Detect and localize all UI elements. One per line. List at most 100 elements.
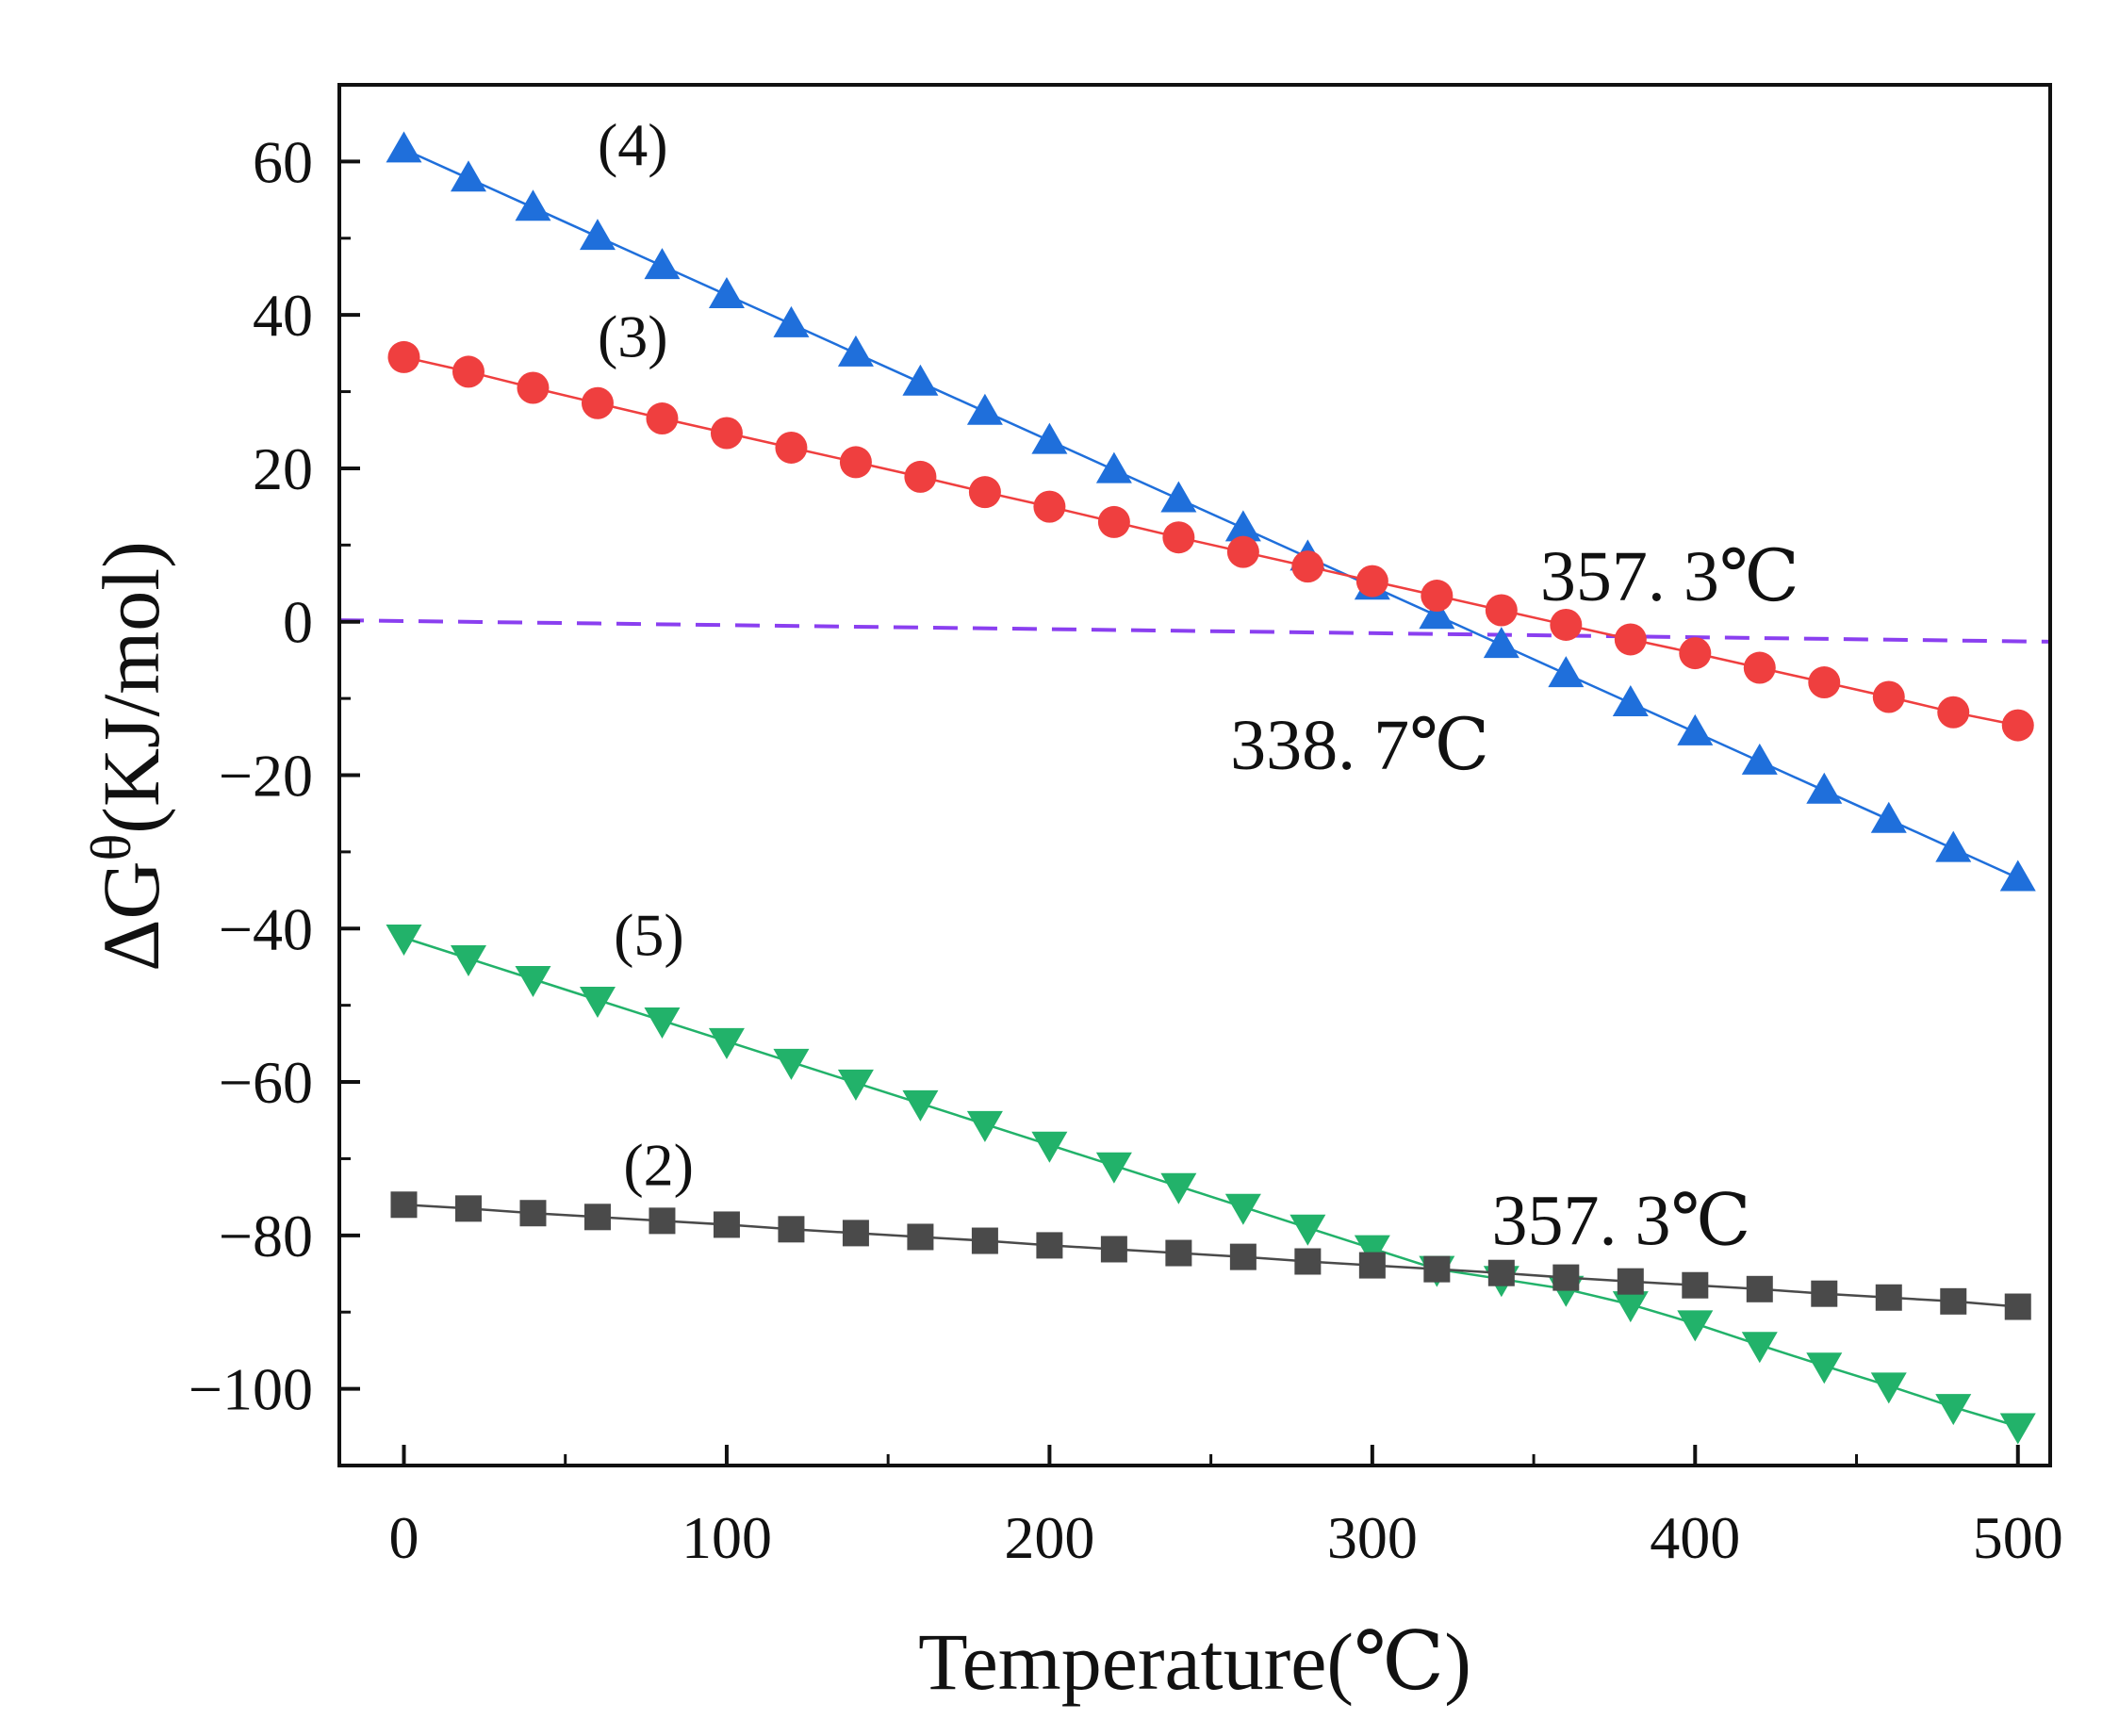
data-point xyxy=(708,277,745,309)
data-point xyxy=(1031,1131,1068,1163)
x-tick-label: 400 xyxy=(1650,1504,1740,1571)
data-point xyxy=(966,393,1003,425)
x-tick-label: 200 xyxy=(1004,1504,1094,1571)
data-point xyxy=(1358,1252,1386,1279)
data-point xyxy=(1552,1264,1580,1291)
data-point xyxy=(517,371,550,404)
data-point xyxy=(644,248,681,280)
data-point xyxy=(1677,713,1714,745)
data-point xyxy=(1999,860,2036,892)
data-point xyxy=(579,219,616,251)
data-point xyxy=(1935,1394,1972,1426)
data-point xyxy=(710,417,743,450)
data-point xyxy=(775,431,808,464)
data-point xyxy=(1483,627,1519,659)
temperature-annotation: 357. 3℃ xyxy=(1540,537,1799,616)
data-point xyxy=(1612,684,1649,716)
series-2 xyxy=(387,340,2034,742)
data-point xyxy=(1160,1172,1197,1204)
data-point xyxy=(1036,1232,1063,1259)
svg-text:ΔGθ(KJ/mol): ΔGθ(KJ/mol) xyxy=(80,541,176,972)
data-point xyxy=(1548,656,1585,688)
data-point xyxy=(1614,623,1647,656)
annotations: 357. 3℃ 338. 7℃ 357. 3℃ xyxy=(1230,537,1799,1261)
data-point xyxy=(2004,1293,2031,1320)
series-4 xyxy=(390,1191,2031,1320)
data-point xyxy=(454,1195,482,1222)
data-point xyxy=(579,986,616,1018)
x-tick-label: 0 xyxy=(388,1504,419,1571)
y-tick-label: 40 xyxy=(253,282,313,349)
data-point xyxy=(778,1216,805,1243)
data-point xyxy=(1224,510,1261,542)
data-point xyxy=(1937,696,1970,729)
x-tick-label: 300 xyxy=(1327,1504,1418,1571)
data-point xyxy=(519,1200,547,1227)
data-point xyxy=(1162,521,1195,554)
data-point xyxy=(1679,637,1712,670)
data-point xyxy=(583,1204,611,1231)
y-tick-label: −20 xyxy=(219,743,313,810)
data-point xyxy=(1741,743,1778,775)
data-point xyxy=(1612,1291,1649,1323)
data-point xyxy=(450,945,486,977)
data-point xyxy=(1743,651,1776,684)
y-tick-label: −60 xyxy=(219,1049,313,1116)
data-point xyxy=(713,1211,740,1238)
data-point xyxy=(1808,666,1841,699)
data-point xyxy=(839,446,872,479)
data-point xyxy=(1617,1268,1644,1295)
data-point xyxy=(1421,580,1454,613)
data-point xyxy=(837,335,874,367)
data-point xyxy=(907,1223,934,1251)
data-point xyxy=(649,1207,676,1235)
data-point xyxy=(1095,1152,1132,1184)
data-point xyxy=(387,340,420,373)
y-tick-label: −40 xyxy=(219,895,313,962)
data-point xyxy=(1870,1372,1907,1404)
data-point xyxy=(708,1027,745,1059)
data-point xyxy=(1806,1352,1843,1384)
data-point xyxy=(966,1110,1003,1142)
y-axis-title: ΔGθ(KJ/mol) xyxy=(80,541,176,972)
data-point xyxy=(452,355,485,388)
series-labels: (4) (3) (5) (2) xyxy=(598,111,694,1198)
series-label: (2) xyxy=(623,1132,694,1199)
x-axis-title: Temperature(℃) xyxy=(918,1616,1471,1707)
y-tick-label: 20 xyxy=(253,435,313,502)
data-point xyxy=(904,460,937,493)
data-point xyxy=(1031,422,1068,454)
temperature-annotation: 357. 3℃ xyxy=(1492,1182,1751,1261)
data-point xyxy=(1224,1193,1261,1225)
data-point xyxy=(1746,1275,1773,1302)
data-point xyxy=(1033,490,1066,523)
data-point xyxy=(1165,1239,1192,1267)
data-point xyxy=(1291,550,1324,583)
data-point xyxy=(1294,1248,1322,1275)
data-point xyxy=(1999,1413,2036,1445)
data-point xyxy=(1677,1310,1714,1342)
data-point xyxy=(2001,709,2034,742)
x-tick-label: 500 xyxy=(1973,1504,2063,1571)
data-point xyxy=(1100,1236,1127,1263)
axis-ticks xyxy=(339,159,2020,1466)
series-label: (4) xyxy=(598,111,668,178)
data-point xyxy=(1811,1280,1838,1307)
y-axis-title-unit: (KJ/mol) xyxy=(86,541,176,834)
series-label: (5) xyxy=(614,901,684,968)
data-point xyxy=(386,925,422,957)
data-point xyxy=(1355,565,1388,598)
data-point xyxy=(644,1007,681,1039)
data-point xyxy=(390,1191,418,1219)
data-point xyxy=(842,1220,869,1247)
data-point xyxy=(646,402,679,435)
y-tick-label: −80 xyxy=(219,1203,313,1269)
plot-area xyxy=(338,131,2051,1445)
y-tick-label: −100 xyxy=(189,1356,313,1423)
data-point xyxy=(581,386,614,419)
data-point xyxy=(1935,830,1972,862)
data-point xyxy=(1550,608,1583,641)
